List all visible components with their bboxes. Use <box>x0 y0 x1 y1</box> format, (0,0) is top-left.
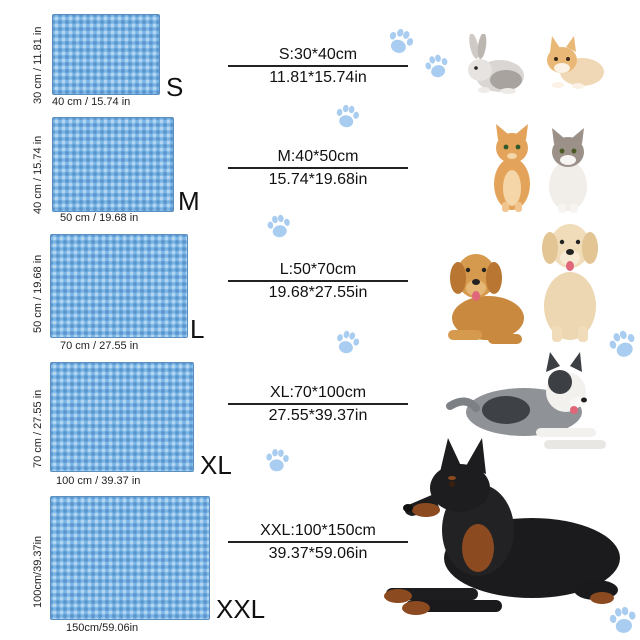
spec-metric-m: M:40*50cm <box>277 148 359 165</box>
spec-imperial-xxl: 39.37*59.06in <box>268 545 368 562</box>
golden-retriever-icon <box>448 254 524 344</box>
paw-icon <box>386 28 414 56</box>
mat-xxl <box>50 496 210 620</box>
spec-imperial-s: 11.81*15.74in <box>269 69 367 86</box>
height-label-xxl: 100cm/39.37in <box>32 535 44 608</box>
width-label-s: 40 cm / 15.74 in <box>52 96 131 108</box>
size-letter-s: S <box>166 72 184 102</box>
mat-l <box>50 234 188 338</box>
spec-l: L:50*70cm 19.68*27.55in <box>228 261 408 302</box>
spec-s: S:30*40cm 11.81*15.74in <box>228 46 408 87</box>
orange-cat-icon <box>494 124 530 212</box>
spec-divider <box>228 541 408 543</box>
spec-imperial-l: 19.68*27.55in <box>268 284 368 301</box>
height-label-s: 30 cm / 11.81 in <box>32 26 44 104</box>
width-label-m: 50 cm / 19.68 in <box>60 212 139 224</box>
spec-xxl: XXL:100*150cm 39.37*59.06in <box>228 522 408 563</box>
paw-icon <box>265 448 290 473</box>
width-label-xxl: 150cm/59.06in <box>66 622 139 634</box>
border-collie-icon <box>446 352 606 449</box>
spec-divider <box>228 65 408 67</box>
paw-icon <box>334 330 360 356</box>
spec-m: M:40*50cm 15.74*19.68in <box>228 148 408 189</box>
height-label-m: 40 cm / 15.74 in <box>32 135 44 214</box>
spec-divider <box>228 167 408 169</box>
mat-s <box>52 14 160 95</box>
mat-xl <box>50 362 194 472</box>
spec-metric-s: S:30*40cm <box>278 46 358 63</box>
tabby-cat-icon <box>549 128 587 213</box>
spec-metric-l: L:50*70cm <box>279 261 357 278</box>
spec-divider <box>228 280 408 282</box>
width-label-xl: 100 cm / 39.37 in <box>56 475 141 487</box>
spec-metric-xxl: XXL:100*150cm <box>260 522 376 539</box>
rabbit-icon <box>468 34 524 94</box>
spec-divider <box>228 403 408 405</box>
mat-m <box>52 117 174 212</box>
height-label-l: 50 cm / 19.68 in <box>32 254 44 333</box>
spec-xl: XL:70*100cm 27.55*39.37in <box>228 384 408 425</box>
width-label-l: 70 cm / 27.55 in <box>60 340 139 352</box>
paw-icon <box>334 104 360 130</box>
size-letter-m: M <box>178 186 200 216</box>
spec-imperial-m: 15.74*19.68in <box>268 171 368 188</box>
spec-imperial-xl: 27.55*39.37in <box>268 407 368 424</box>
paw-icon <box>424 54 450 80</box>
size-letter-l: L <box>190 314 205 344</box>
paw-icon <box>608 330 638 360</box>
size-letter-xxl: XXL <box>216 594 266 624</box>
height-label-xl: 70 cm / 27.55 in <box>32 389 44 468</box>
paw-icon <box>266 214 292 240</box>
doberman-icon <box>384 438 620 615</box>
labrador-icon <box>542 224 598 342</box>
kitten-icon <box>547 36 604 89</box>
spec-metric-xl: XL:70*100cm <box>269 384 367 401</box>
size-letter-xl: XL <box>200 450 232 480</box>
